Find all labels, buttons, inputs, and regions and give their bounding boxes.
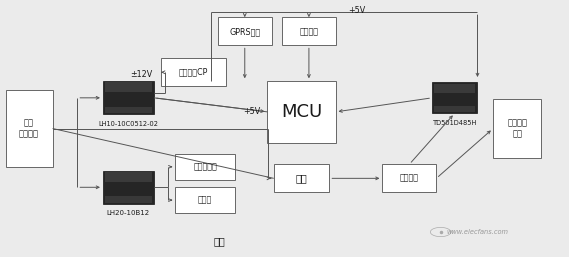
- Text: 继电器单元: 继电器单元: [193, 162, 217, 171]
- Text: 电子锁: 电子锁: [198, 196, 212, 205]
- Text: www.elecfans.com: www.elecfans.com: [447, 229, 509, 235]
- Bar: [6, 90, 52, 167]
- Text: 输出交流
接口: 输出交流 接口: [507, 119, 527, 138]
- Text: MCU: MCU: [281, 103, 322, 121]
- Bar: [382, 164, 436, 192]
- Bar: [432, 82, 477, 113]
- Text: 输入
供电接口: 输入 供电接口: [19, 119, 39, 138]
- Bar: [103, 81, 154, 114]
- Bar: [274, 164, 329, 192]
- Text: 控制引导CP: 控制引导CP: [179, 68, 208, 77]
- Bar: [103, 171, 154, 204]
- Text: 图一: 图一: [213, 236, 225, 246]
- Bar: [218, 17, 272, 45]
- Bar: [105, 196, 152, 203]
- Bar: [175, 154, 235, 180]
- Bar: [175, 187, 235, 213]
- Bar: [105, 172, 152, 182]
- Bar: [493, 99, 541, 158]
- Text: LH10-10C0512-02: LH10-10C0512-02: [98, 121, 158, 127]
- Bar: [105, 106, 152, 113]
- Text: +5V: +5V: [348, 6, 365, 15]
- Text: GPRS单元: GPRS单元: [229, 27, 261, 36]
- Text: +5V: +5V: [244, 107, 261, 116]
- Text: 开关: 开关: [296, 173, 307, 183]
- Text: ±12V: ±12V: [130, 70, 153, 79]
- Text: 计量检测: 计量检测: [400, 174, 419, 183]
- Bar: [434, 106, 475, 112]
- Bar: [282, 17, 336, 45]
- Bar: [267, 81, 336, 143]
- Bar: [105, 82, 152, 93]
- Bar: [161, 58, 226, 86]
- Text: LH20-10B12: LH20-10B12: [107, 210, 150, 216]
- Text: 显示单元: 显示单元: [299, 27, 319, 36]
- Text: TD501D485H: TD501D485H: [432, 120, 477, 126]
- Bar: [434, 84, 475, 93]
